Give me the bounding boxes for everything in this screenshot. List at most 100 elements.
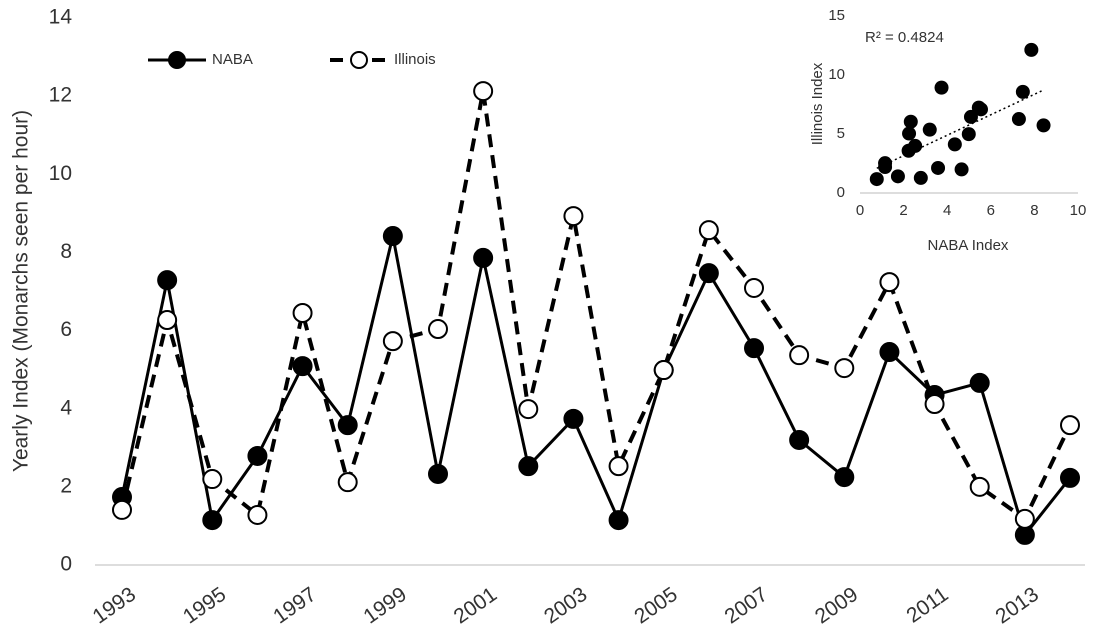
marker bbox=[698, 220, 719, 241]
legend-marker bbox=[168, 51, 186, 69]
marker bbox=[698, 263, 719, 284]
legend-marker bbox=[350, 51, 368, 69]
y-tick-label: 2 bbox=[60, 474, 72, 497]
x-tick-label: 2009 bbox=[811, 583, 862, 629]
marker bbox=[202, 469, 223, 490]
trendline bbox=[876, 89, 1044, 169]
marker bbox=[518, 456, 539, 477]
scatter-point bbox=[890, 169, 905, 184]
marker bbox=[157, 270, 178, 291]
marker bbox=[969, 372, 990, 393]
inset-y-tick-label: 15 bbox=[828, 7, 845, 24]
scatter-point bbox=[869, 172, 884, 187]
y-tick-label: 8 bbox=[60, 240, 72, 263]
marker bbox=[428, 319, 448, 340]
inset-y-tick-label: 0 bbox=[837, 184, 845, 201]
scatter-point bbox=[1015, 84, 1030, 99]
x-tick-label: 1997 bbox=[269, 583, 320, 629]
marker bbox=[1060, 415, 1080, 436]
marker bbox=[789, 429, 810, 450]
marker bbox=[563, 206, 584, 227]
inset-x-tick-label: 10 bbox=[1070, 202, 1087, 219]
marker bbox=[473, 81, 494, 102]
x-tick-label: 2013 bbox=[991, 583, 1042, 629]
scatter-point bbox=[902, 126, 917, 141]
series-line bbox=[120, 235, 1072, 539]
x-tick-label: 1999 bbox=[359, 583, 410, 629]
scatter-point bbox=[961, 127, 976, 142]
marker bbox=[1060, 467, 1080, 488]
legend-label: Illinois bbox=[394, 51, 436, 68]
marker bbox=[879, 342, 900, 363]
y-tick-label: 14 bbox=[49, 6, 73, 29]
legend-label: NABA bbox=[212, 51, 253, 68]
inset-y-tick-label: 5 bbox=[837, 125, 845, 142]
scatter-point bbox=[901, 143, 916, 158]
scatter-point bbox=[971, 100, 986, 115]
y-tick-label: 4 bbox=[60, 396, 72, 419]
y-tick-label: 6 bbox=[60, 318, 72, 341]
marker bbox=[247, 445, 268, 466]
marker bbox=[337, 415, 358, 436]
inset-x-tick-label: 8 bbox=[1030, 202, 1038, 219]
y-tick-label: 12 bbox=[49, 84, 72, 107]
marker bbox=[382, 331, 403, 352]
marker bbox=[382, 226, 403, 247]
marker bbox=[428, 463, 448, 484]
x-tick-label: 2005 bbox=[630, 583, 681, 629]
scatter-point bbox=[934, 80, 949, 95]
scatter-point bbox=[1036, 118, 1051, 133]
marker bbox=[608, 456, 629, 477]
marker bbox=[337, 472, 358, 493]
series-line bbox=[120, 90, 1072, 522]
x-tick-label: 1993 bbox=[89, 583, 140, 629]
marker bbox=[247, 504, 268, 525]
marker bbox=[834, 358, 855, 379]
inset-x-tick-label: 4 bbox=[943, 202, 951, 219]
marker bbox=[292, 356, 313, 377]
y-tick-label: 0 bbox=[60, 553, 72, 576]
marker bbox=[112, 499, 132, 520]
scatter-point bbox=[963, 109, 978, 124]
inset-y-axis-label: Illinois Index bbox=[809, 62, 826, 145]
scatter-point bbox=[947, 137, 962, 152]
scatter-point bbox=[1011, 112, 1026, 127]
marker bbox=[292, 302, 313, 323]
inset-y-tick-label: 10 bbox=[828, 66, 845, 83]
marker bbox=[518, 399, 539, 420]
y-axis-label: Yearly Index (Monarchs seen per hour) bbox=[10, 110, 33, 472]
marker bbox=[653, 360, 674, 381]
marker bbox=[924, 394, 945, 415]
marker bbox=[969, 476, 990, 497]
marker bbox=[473, 247, 494, 268]
scatter-point bbox=[931, 160, 946, 175]
marker bbox=[879, 272, 900, 293]
marker bbox=[744, 277, 764, 298]
x-tick-label: 2007 bbox=[721, 583, 772, 629]
marker bbox=[744, 338, 764, 359]
inset-x-tick-label: 6 bbox=[987, 202, 995, 219]
scatter-point bbox=[922, 122, 937, 137]
marker bbox=[563, 408, 584, 429]
scatter-point bbox=[954, 162, 969, 177]
inset-x-tick-label: 2 bbox=[899, 202, 907, 219]
marker bbox=[1014, 508, 1035, 529]
x-tick-label: 1995 bbox=[179, 583, 230, 629]
inset-annotation: R² = 0.4824 bbox=[865, 29, 944, 46]
marker bbox=[202, 510, 223, 531]
x-tick-label: 2001 bbox=[450, 583, 501, 629]
x-tick-label: 2003 bbox=[540, 583, 591, 629]
marker bbox=[157, 310, 178, 331]
scatter-point bbox=[1024, 42, 1039, 57]
scatter-point bbox=[903, 114, 918, 129]
marker bbox=[789, 345, 810, 366]
marker bbox=[834, 467, 855, 488]
inset-x-tick-label: 0 bbox=[856, 202, 864, 219]
scatter-point bbox=[913, 170, 928, 185]
inset-x-axis-label: NABA Index bbox=[928, 237, 1009, 254]
scatter-point bbox=[878, 156, 893, 171]
x-tick-label: 2011 bbox=[902, 583, 952, 628]
marker bbox=[608, 510, 629, 531]
y-tick-label: 10 bbox=[49, 162, 72, 185]
